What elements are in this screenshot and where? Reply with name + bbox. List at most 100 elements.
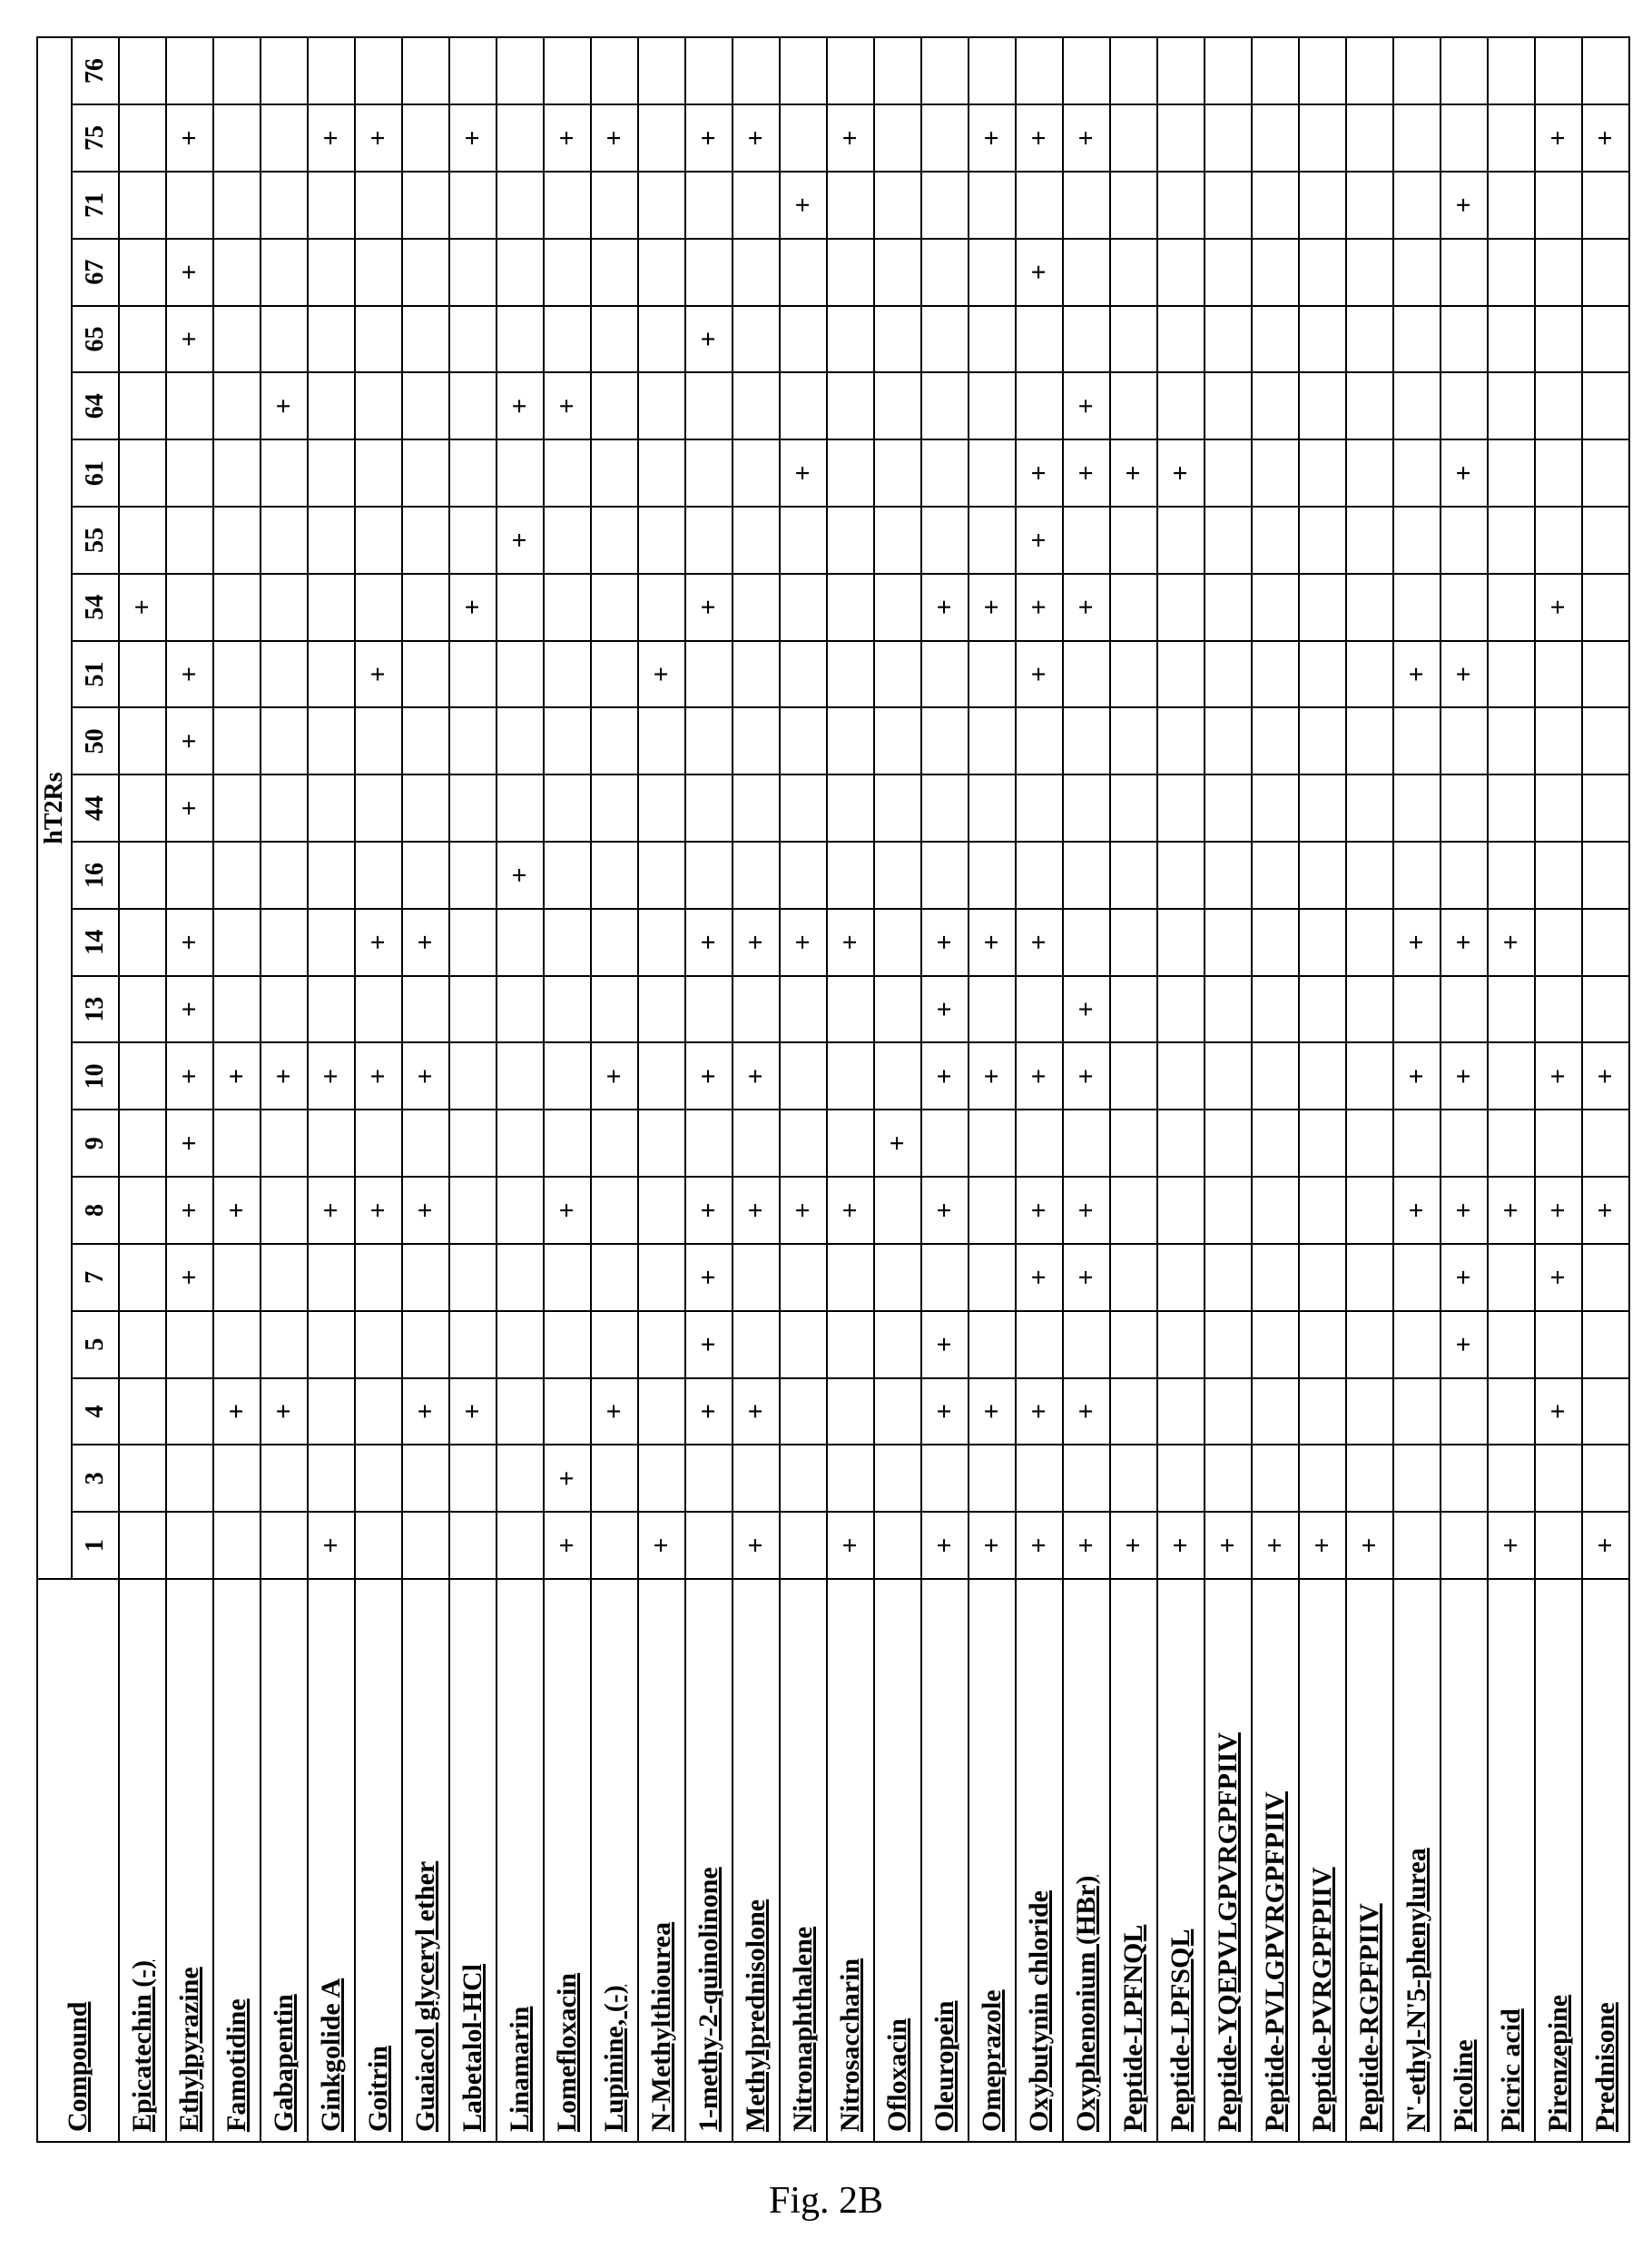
data-cell <box>1157 641 1205 708</box>
data-cell <box>1205 104 1252 172</box>
data-cell <box>1582 372 1629 439</box>
data-cell <box>921 1445 969 1512</box>
data-cell <box>921 507 969 574</box>
data-cell <box>1346 104 1393 172</box>
data-cell <box>308 372 355 439</box>
column-header: 7 <box>72 1244 119 1311</box>
column-header: 50 <box>72 707 119 774</box>
data-cell <box>402 1512 449 1579</box>
data-cell <box>308 172 355 239</box>
data-cell: + <box>449 574 497 641</box>
data-cell <box>638 1445 685 1512</box>
data-cell <box>119 1311 166 1378</box>
data-cell: + <box>1016 439 1063 507</box>
table-body: Epicatechin (-)+Ethylpyrazine+++++++++++… <box>119 37 1629 2142</box>
column-header: 14 <box>72 909 119 976</box>
data-cell <box>308 1445 355 1512</box>
data-cell <box>497 1445 544 1512</box>
data-cell <box>213 1244 261 1311</box>
data-cell <box>1016 372 1063 439</box>
data-cell: + <box>1393 641 1441 708</box>
data-cell: + <box>261 1043 308 1110</box>
data-cell <box>1393 507 1441 574</box>
data-cell <box>1535 707 1582 774</box>
data-cell <box>449 1177 497 1244</box>
data-cell <box>213 574 261 641</box>
data-cell <box>544 1110 591 1177</box>
data-cell: + <box>544 372 591 439</box>
data-cell <box>166 1311 213 1378</box>
data-cell <box>969 239 1016 306</box>
data-cell <box>261 641 308 708</box>
compound-name: Peptide-LPFNQL <box>1110 1579 1157 2142</box>
data-cell <box>402 976 449 1043</box>
data-cell <box>638 306 685 373</box>
data-cell <box>874 37 921 104</box>
data-cell <box>1393 104 1441 172</box>
data-cell <box>1582 774 1629 842</box>
data-cell <box>449 641 497 708</box>
data-cell <box>1346 306 1393 373</box>
data-cell <box>119 104 166 172</box>
data-cell <box>921 842 969 909</box>
data-cell: + <box>166 1177 213 1244</box>
data-cell: + <box>166 306 213 373</box>
data-cell <box>780 1311 827 1378</box>
data-cell <box>1299 1244 1346 1311</box>
data-cell <box>1582 842 1629 909</box>
data-cell <box>1205 172 1252 239</box>
data-cell: + <box>1063 976 1110 1043</box>
data-cell <box>1393 1512 1441 1579</box>
data-cell <box>1535 507 1582 574</box>
data-cell <box>1016 1110 1063 1177</box>
data-cell <box>874 842 921 909</box>
data-cell: + <box>1441 1177 1488 1244</box>
data-cell <box>497 1512 544 1579</box>
data-cell: + <box>921 909 969 976</box>
column-header: 1 <box>72 1512 119 1579</box>
data-cell <box>213 641 261 708</box>
data-cell <box>1110 1378 1157 1445</box>
data-cell: + <box>1063 1043 1110 1110</box>
data-cell <box>1393 774 1441 842</box>
data-cell <box>544 306 591 373</box>
data-cell <box>685 1445 733 1512</box>
data-cell <box>969 842 1016 909</box>
data-cell <box>780 707 827 774</box>
compound-name: Oleuropein <box>921 1579 969 2142</box>
data-cell: + <box>1535 1177 1582 1244</box>
data-cell <box>166 507 213 574</box>
data-cell: + <box>308 1043 355 1110</box>
data-cell <box>638 239 685 306</box>
compound-name: Labetalol-HCl <box>449 1579 497 2142</box>
data-cell <box>921 172 969 239</box>
data-cell <box>921 37 969 104</box>
data-cell <box>544 1244 591 1311</box>
data-cell <box>780 842 827 909</box>
data-cell <box>213 372 261 439</box>
data-cell <box>1441 372 1488 439</box>
data-cell: + <box>685 104 733 172</box>
data-cell <box>402 507 449 574</box>
data-cell <box>261 1512 308 1579</box>
data-cell <box>1582 1244 1629 1311</box>
data-cell <box>638 1110 685 1177</box>
data-cell <box>1063 306 1110 373</box>
data-cell <box>874 641 921 708</box>
data-cell <box>1157 774 1205 842</box>
data-cell <box>1535 641 1582 708</box>
table-row: Oxybutynin chloride++++++++++++ <box>1016 37 1063 2142</box>
data-cell <box>1535 439 1582 507</box>
data-cell <box>591 641 638 708</box>
data-cell <box>1346 1378 1393 1445</box>
data-cell <box>1205 1110 1252 1177</box>
data-cell <box>874 774 921 842</box>
compound-name: Methylprednisolone <box>733 1579 780 2142</box>
data-cell <box>827 172 874 239</box>
data-cell <box>497 1110 544 1177</box>
data-cell <box>1582 641 1629 708</box>
data-cell: + <box>1488 1512 1535 1579</box>
data-cell: + <box>685 574 733 641</box>
data-cell: + <box>1441 172 1488 239</box>
data-cell <box>733 707 780 774</box>
